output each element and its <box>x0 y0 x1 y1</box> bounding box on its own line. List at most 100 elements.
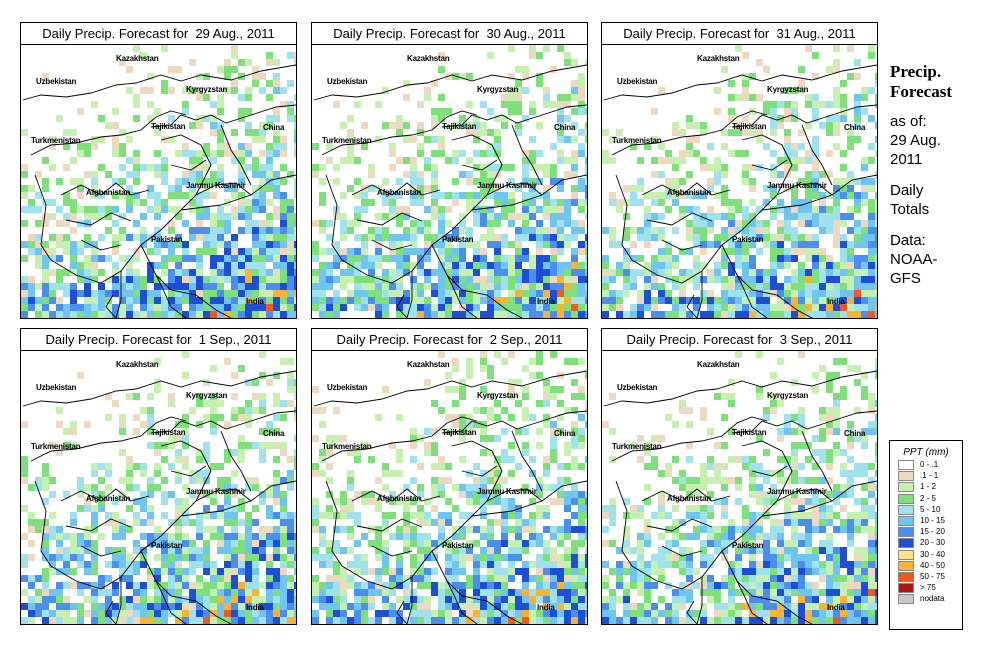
precip-cell <box>714 617 721 624</box>
precip-cell <box>63 129 70 136</box>
precip-map: Kazakhstan Uzbekistan Kyrgyzstan Tajikistan… <box>602 351 877 624</box>
precip-cell <box>424 547 431 554</box>
precip-cell <box>480 449 487 456</box>
precip-cell <box>585 213 587 220</box>
precip-cell <box>679 269 686 276</box>
precip-cell <box>266 379 273 386</box>
precip-cell <box>133 568 140 575</box>
precip-cell <box>105 575 112 582</box>
precip-cell <box>182 372 189 379</box>
precip-cell <box>861 498 868 505</box>
precip-cell <box>459 73 466 80</box>
precip-cell <box>326 596 333 603</box>
precip-cell <box>238 456 245 463</box>
precip-cell <box>585 526 587 533</box>
precip-cell <box>70 582 77 589</box>
precip-cell <box>742 94 749 101</box>
precip-cell <box>217 610 224 617</box>
precip-cell <box>473 115 480 122</box>
precip-cell <box>189 477 196 484</box>
precip-cell <box>480 234 487 241</box>
precip-cell <box>112 561 119 568</box>
precip-cell <box>266 213 273 220</box>
precip-cell <box>854 603 861 610</box>
precip-cell <box>742 526 749 533</box>
precip-cell <box>21 164 28 171</box>
precip-cell <box>854 304 861 311</box>
precip-cell <box>728 533 735 540</box>
precip-cell <box>259 297 266 304</box>
precip-cell <box>602 540 609 547</box>
precip-cell <box>347 227 354 234</box>
precip-cell <box>480 297 487 304</box>
precip-cell <box>501 213 508 220</box>
precip-cell <box>630 547 637 554</box>
precip-cell <box>791 456 798 463</box>
precip-cell <box>319 540 326 547</box>
precip-cell <box>147 290 154 297</box>
precip-cell <box>196 192 203 199</box>
precip-cell <box>147 568 154 575</box>
precip-cell <box>665 311 672 318</box>
precip-cell <box>252 519 259 526</box>
precip-cell <box>238 603 245 610</box>
precip-cell <box>196 150 203 157</box>
precip-cell <box>515 617 522 624</box>
precip-cell <box>784 157 791 164</box>
precip-cell <box>742 589 749 596</box>
precip-cell <box>791 206 798 213</box>
precip-cell <box>714 192 721 199</box>
precip-cell <box>875 561 877 568</box>
precip-cell <box>480 192 487 199</box>
precip-cell <box>340 505 347 512</box>
precip-cell <box>602 617 609 624</box>
precip-cell <box>777 589 784 596</box>
precip-cell <box>361 290 368 297</box>
precip-cell <box>473 178 480 185</box>
precip-cell <box>515 603 522 610</box>
precip-cell <box>396 617 403 624</box>
precip-cell <box>91 206 98 213</box>
boundary-line <box>60 488 150 502</box>
precip-cell <box>536 297 543 304</box>
precip-cell <box>273 491 280 498</box>
precip-cell <box>585 582 587 589</box>
precip-cell <box>375 283 382 290</box>
precip-cell <box>875 227 877 234</box>
precip-cell <box>424 269 431 276</box>
precip-cell <box>522 449 529 456</box>
precip-cell <box>196 589 203 596</box>
precip-cell <box>557 428 564 435</box>
precip-cell <box>182 596 189 603</box>
precip-cell <box>826 540 833 547</box>
precip-cell <box>410 498 417 505</box>
precip-cell <box>354 449 361 456</box>
precip-cell <box>203 512 210 519</box>
precip-cell <box>578 276 585 283</box>
precip-cell <box>70 311 77 318</box>
precip-cell <box>466 283 473 290</box>
precip-cell <box>833 526 840 533</box>
precip-cell <box>368 617 375 624</box>
precip-cell <box>791 290 798 297</box>
precip-cell <box>119 610 126 617</box>
precip-cell <box>224 519 231 526</box>
precip-cell <box>686 407 693 414</box>
precip-cell <box>231 304 238 311</box>
precip-cell <box>756 463 763 470</box>
precip-cell <box>777 610 784 617</box>
precip-cell <box>861 575 868 582</box>
precip-cell <box>550 66 557 73</box>
precip-cell <box>571 456 578 463</box>
precip-cell <box>347 547 354 554</box>
precip-cell <box>438 66 445 73</box>
precip-cell <box>854 561 861 568</box>
precip-cell <box>564 617 571 624</box>
precip-cell <box>756 582 763 589</box>
precip-cell <box>543 241 550 248</box>
precip-cell <box>445 512 452 519</box>
precip-cell <box>273 554 280 561</box>
precip-cell <box>280 143 287 150</box>
precip-cell <box>515 213 522 220</box>
precip-cell <box>445 589 452 596</box>
